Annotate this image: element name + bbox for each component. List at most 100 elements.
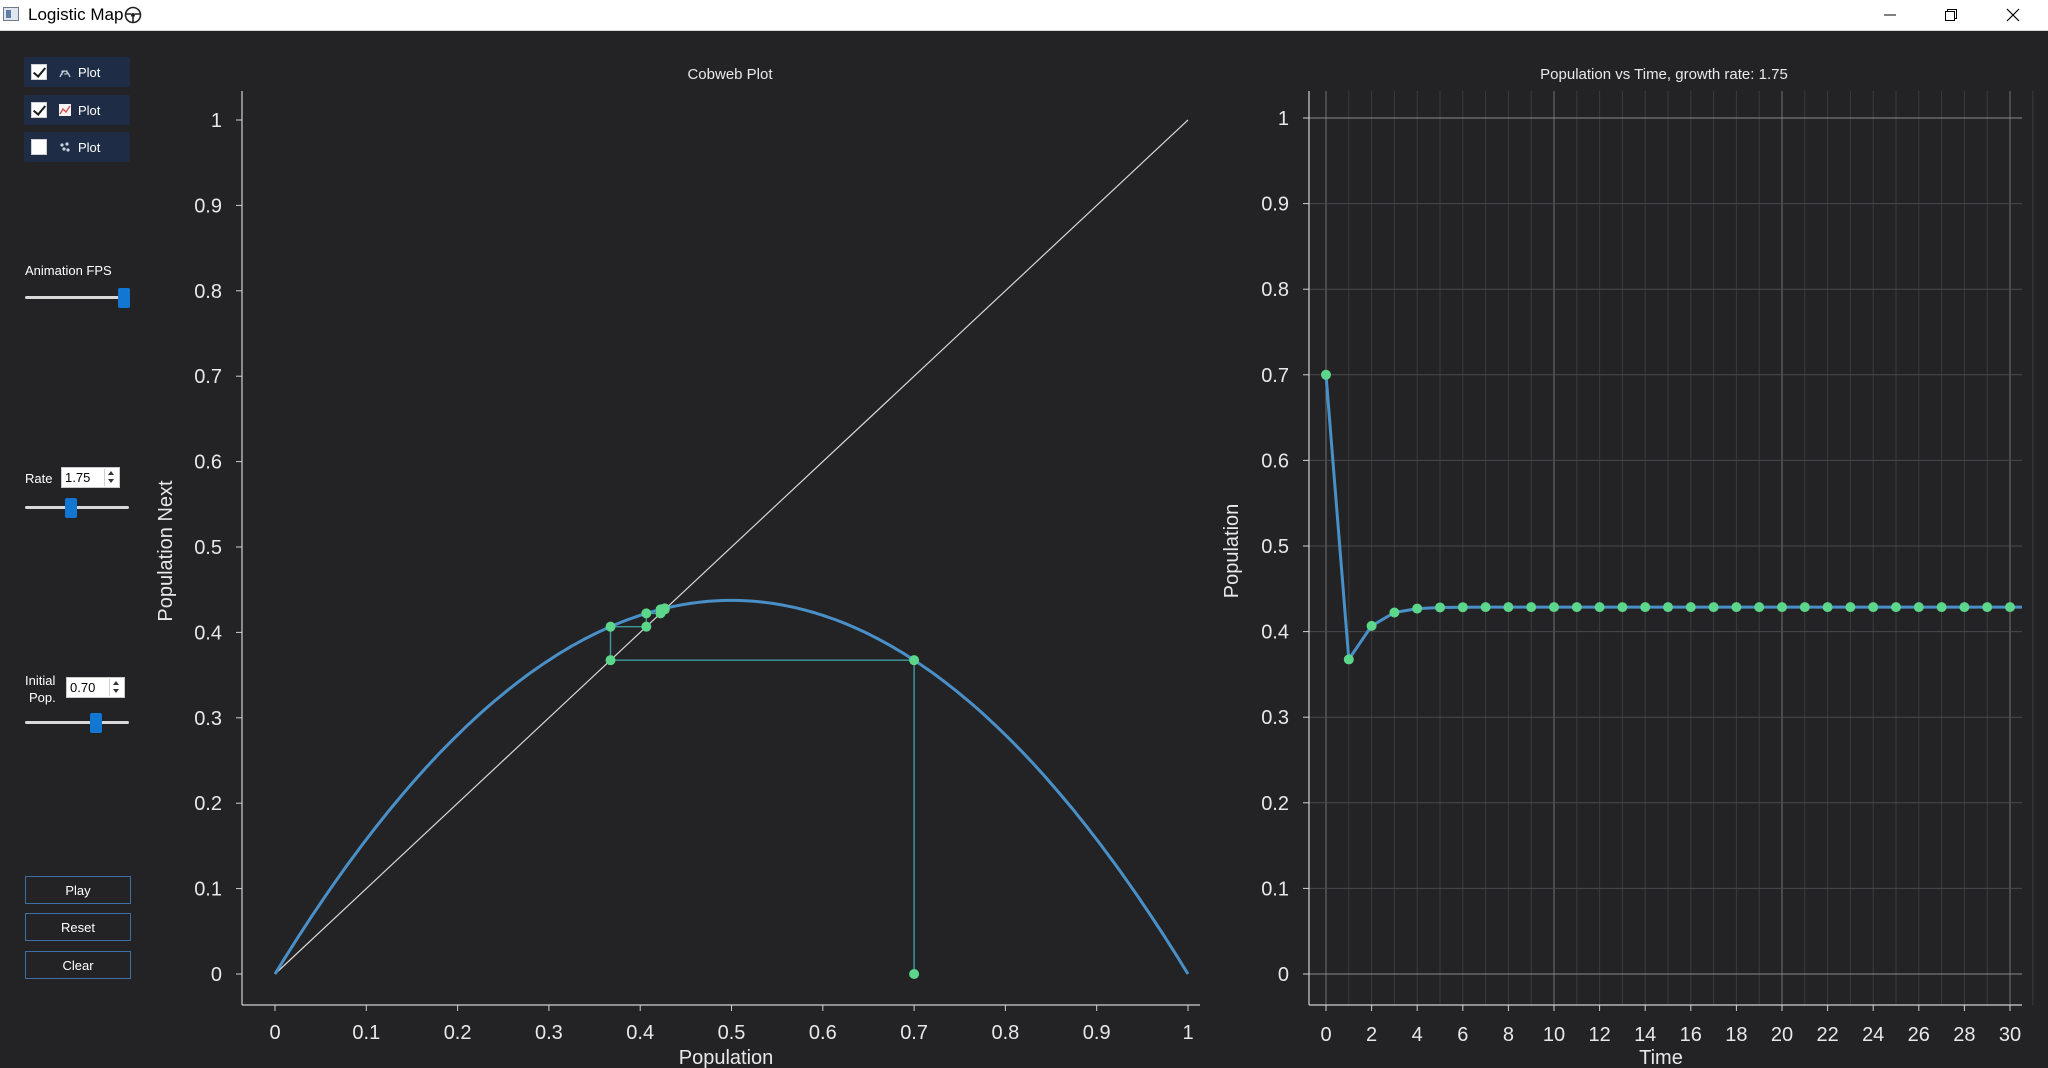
population-data-point: [1731, 602, 1742, 613]
rate-slider[interactable]: [25, 497, 129, 518]
control-sidebar: Plot Plot Plot Animation FPS Rate 1.75 I…: [0, 31, 140, 1068]
cobweb-x-tick-label: 0.8: [991, 1022, 1019, 1044]
cobweb-x-axis-label: Population: [679, 1047, 774, 1068]
cobweb-y-tick-label: 0.4: [194, 622, 222, 644]
population-data-point: [1936, 602, 1947, 613]
line-plot-toggle[interactable]: Plot: [24, 95, 130, 125]
population-time-y-tick-label: 0: [1278, 964, 1289, 986]
population-data-point: [1480, 602, 1491, 613]
cobweb-point: [659, 603, 670, 614]
population-time-x-tick-label: 8: [1503, 1024, 1514, 1046]
population-data-point: [1799, 602, 1810, 613]
window-title: Logistic Map: [28, 5, 124, 24]
population-data-point: [1868, 602, 1879, 613]
initial-pop-label-line2: Pop.: [29, 690, 56, 705]
fps-slider-track: [25, 296, 129, 299]
identity-diagonal-line: [274, 119, 1189, 975]
line-plot-checkbox[interactable]: [31, 102, 47, 118]
population-data-point: [1822, 602, 1833, 613]
cobweb-path: [609, 608, 915, 974]
population-data-point: [1435, 602, 1445, 613]
population-data-point: [1982, 602, 1993, 613]
cobweb-y-tick-label: 0.2: [194, 793, 222, 815]
population-time-x-tick-label: 26: [1908, 1024, 1930, 1046]
cobweb-plot-checkbox[interactable]: [31, 64, 47, 80]
population-time-y-tick-label: 0.6: [1261, 450, 1289, 472]
steering-wheel-icon: [124, 6, 142, 24]
reset-button[interactable]: Reset: [25, 913, 131, 941]
fps-slider[interactable]: [25, 287, 130, 308]
rate-slider-thumb[interactable]: [64, 498, 77, 518]
population-time-x-tick-label: 0: [1320, 1024, 1331, 1046]
initial-pop-spinbox[interactable]: 0.70: [66, 677, 125, 698]
cobweb-x-tick-label: 0: [269, 1022, 280, 1044]
scatter-plot-icon: [60, 142, 70, 152]
population-data-point: [1549, 602, 1559, 613]
population-data-point: [1685, 602, 1696, 613]
population-time-y-tick-label: 0.5: [1261, 536, 1289, 558]
population-time-x-tick-label: 14: [1634, 1024, 1656, 1046]
cobweb-plot-label: Plot: [78, 64, 101, 80]
population-data-point: [1663, 602, 1673, 613]
cobweb-x-tick-label: 0.7: [900, 1022, 928, 1044]
population-time-x-tick-label: 18: [1725, 1024, 1747, 1046]
population-series-line: [1324, 374, 2022, 664]
population-time-y-tick-label: 1: [1278, 108, 1289, 130]
cobweb-y-tick-label: 0.8: [194, 281, 222, 303]
population-time-x-axis-label: Time: [1639, 1047, 1683, 1068]
play-button[interactable]: Play: [25, 876, 131, 904]
line-plot-label: Plot: [78, 102, 101, 118]
initial-pop-label-line1: Initial: [25, 673, 56, 688]
restore-icon: [1945, 9, 1957, 21]
population-data-point: [2005, 602, 2015, 613]
clear-button[interactable]: Clear: [25, 951, 131, 979]
cobweb-x-tick-label: 0.2: [444, 1022, 472, 1044]
population-data-point: [1913, 602, 1924, 613]
scatter-plot-checkbox[interactable]: [31, 139, 47, 155]
rate-label: Rate: [25, 471, 53, 486]
scatter-plot-toggle[interactable]: Plot: [24, 132, 130, 162]
population-data-point: [1503, 602, 1514, 613]
close-icon: [2006, 8, 2020, 22]
fps-slider-thumb[interactable]: [117, 288, 130, 308]
cobweb-x-tick-label: 0.3: [535, 1022, 563, 1044]
cobweb-plot-toggle[interactable]: Plot: [24, 57, 130, 87]
cobweb-y-tick-label: 0.1: [194, 879, 222, 901]
population-time-y-tick-label: 0.7: [1261, 365, 1289, 387]
cobweb-point: [909, 655, 920, 666]
population-data-point: [1366, 620, 1377, 631]
population-data-point: [1617, 602, 1628, 613]
population-time-x-tick-label: 28: [1953, 1024, 1975, 1046]
logistic-curve: [273, 598, 1190, 975]
rate-value: 1.75: [65, 470, 91, 485]
initial-pop-stepper-arrows[interactable]: [109, 679, 123, 696]
cobweb-x-tick-label: 0.9: [1083, 1022, 1111, 1044]
cobweb-x-tick-label: 0.5: [718, 1022, 746, 1044]
initial-pop-value: 0.70: [70, 680, 96, 695]
minimize-icon: [1884, 14, 1896, 16]
cobweb-x-tick-label: 0.6: [809, 1022, 837, 1044]
initial-pop-slider-thumb[interactable]: [89, 713, 102, 733]
initial-pop-slider[interactable]: [25, 712, 129, 733]
restore-button[interactable]: [1921, 0, 1981, 30]
population-data-point: [1845, 602, 1856, 613]
population-data-point: [1412, 603, 1423, 614]
population-time-y-tick-label: 0.4: [1261, 622, 1289, 644]
cobweb-plot-icon: [59, 70, 71, 78]
population-data-point: [1777, 602, 1787, 613]
title-bar: Logistic Map: [0, 0, 2048, 31]
cobweb-x-tick-label: 1: [1182, 1022, 1193, 1044]
cobweb-point: [641, 621, 652, 632]
population-time-y-tick-label: 0.8: [1261, 279, 1289, 301]
minimize-button[interactable]: [1860, 0, 1920, 30]
cobweb-point: [605, 621, 616, 632]
rate-stepper-arrows[interactable]: [104, 469, 118, 486]
cobweb-y-tick-label: 0: [211, 964, 222, 986]
cobweb-y-tick-label: 0.5: [194, 537, 222, 559]
fps-label: Animation FPS: [25, 263, 112, 278]
rate-slider-track: [25, 506, 129, 509]
population-time-y-tick-label: 0.9: [1261, 194, 1289, 216]
close-button[interactable]: [1983, 0, 2043, 30]
population-data-point: [1321, 369, 1331, 380]
rate-spinbox[interactable]: 1.75: [61, 467, 120, 488]
